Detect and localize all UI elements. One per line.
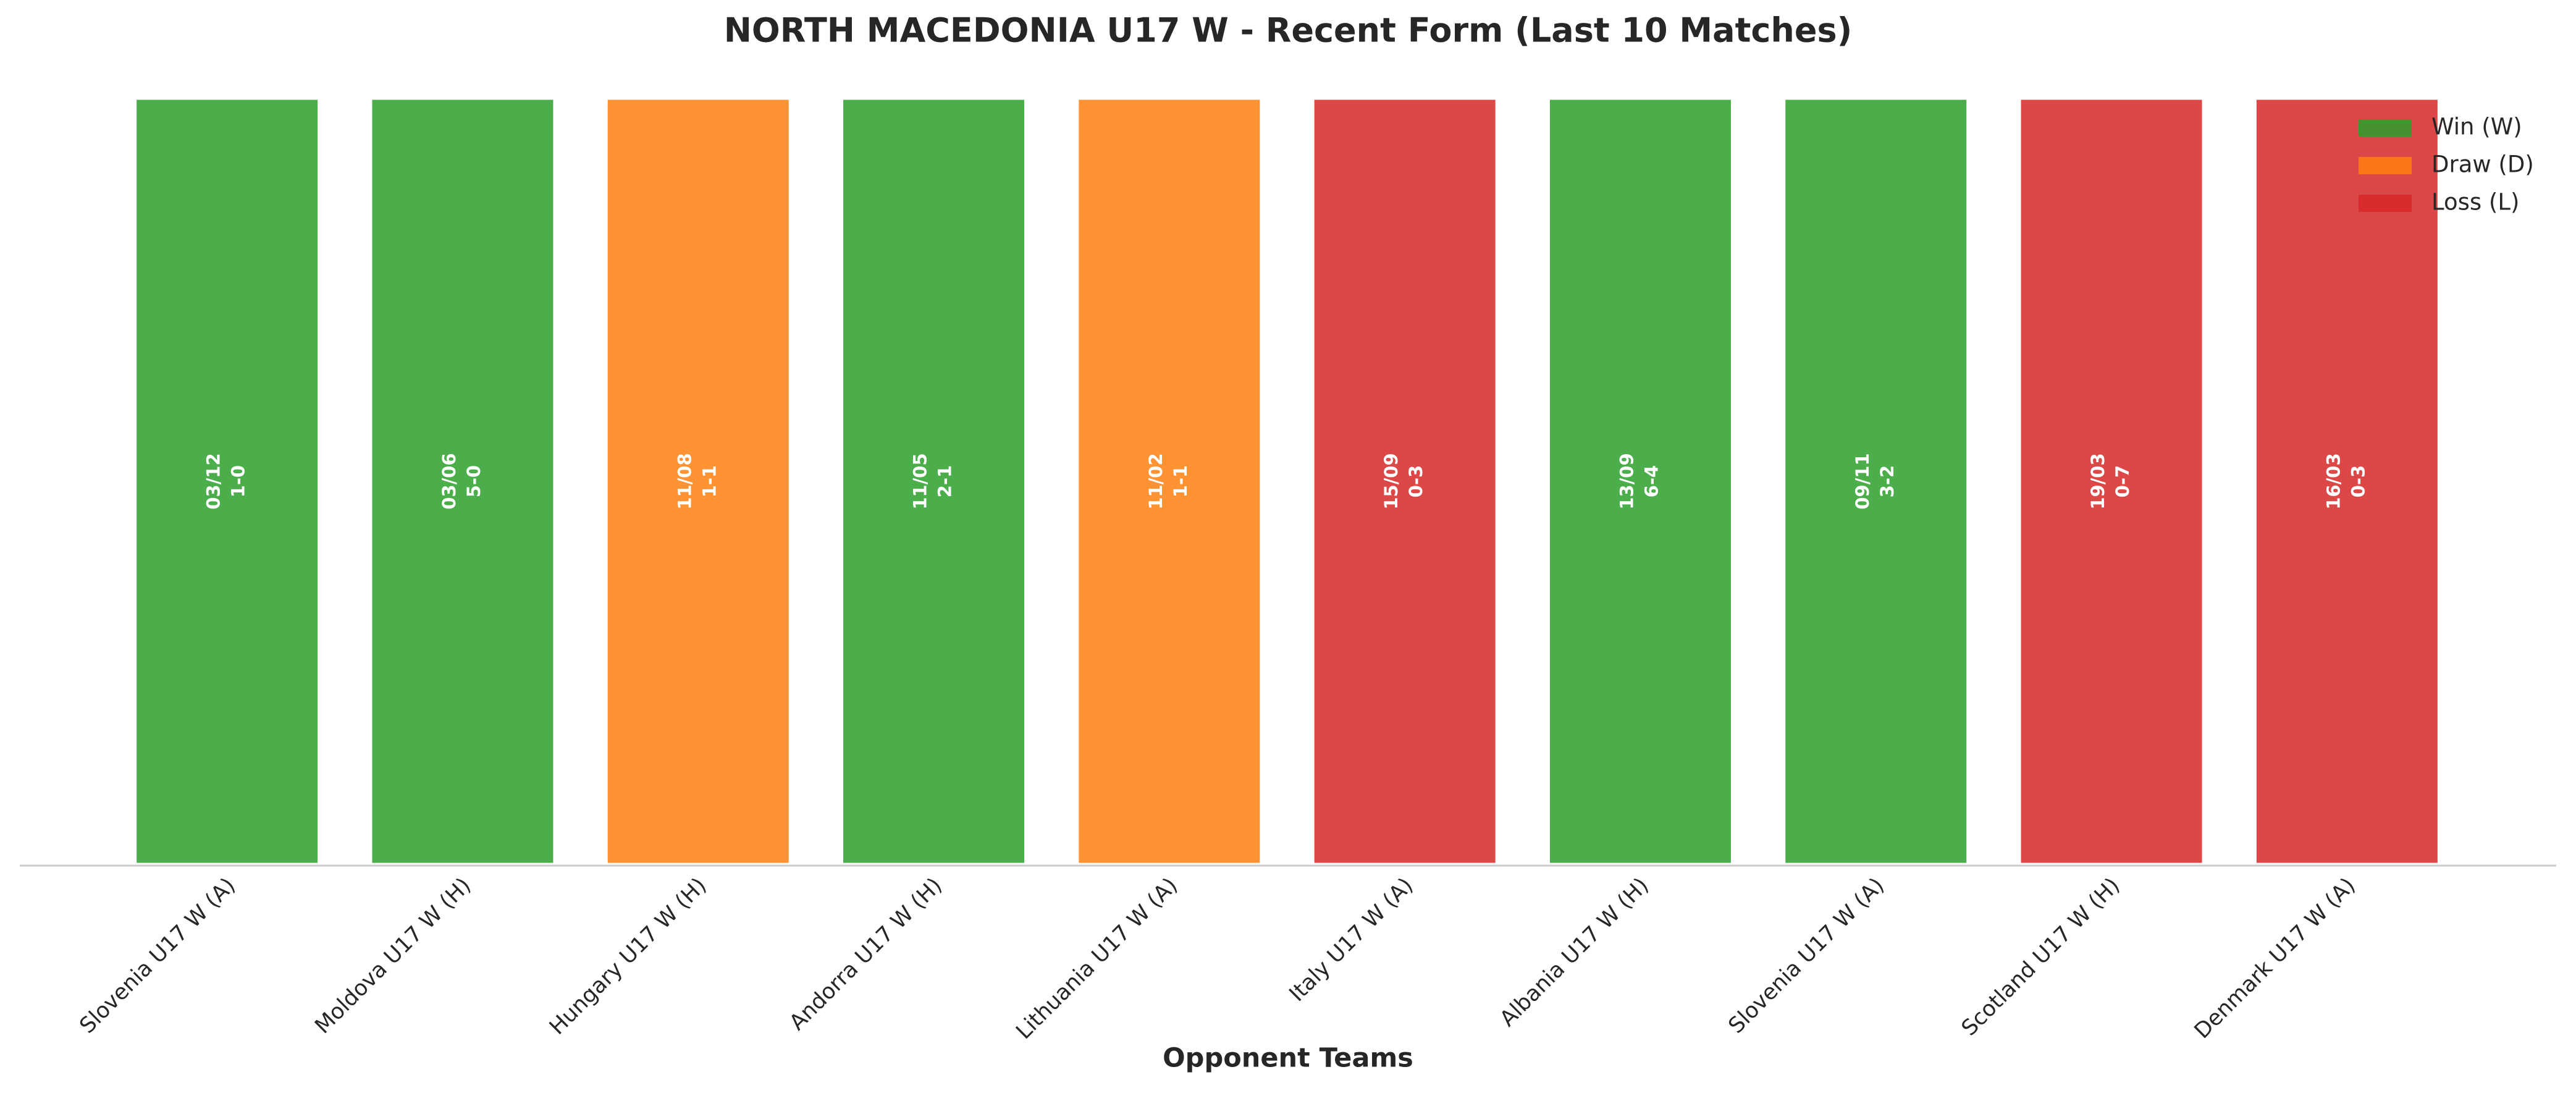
bar-date-label: 11/05: [910, 453, 931, 509]
bar-score-label: 0-7: [2112, 465, 2133, 497]
bar-date-label: 09/11: [1852, 453, 1873, 509]
legend-swatch: [2359, 195, 2412, 212]
bar: [1547, 98, 1733, 865]
bar-score-label: 3-2: [1877, 465, 1898, 497]
legend-label: Draw (D): [2431, 151, 2534, 178]
bar-score-label: 1-0: [228, 465, 249, 497]
bar: [2254, 98, 2439, 865]
x-tick-label: Andorra U17 W (H): [785, 873, 947, 1035]
bar-score-label: 1-1: [699, 465, 720, 497]
legend-label: Loss (L): [2431, 189, 2519, 216]
bar: [1783, 98, 1969, 865]
bar: [1312, 98, 1497, 865]
x-tick-label: Lithuania U17 W (A): [1011, 873, 1182, 1044]
x-tick-label: Denmark U17 W (A): [2190, 873, 2360, 1044]
bar-date-label: 03/12: [203, 453, 224, 509]
bar: [605, 98, 791, 865]
legend-swatch: [2359, 157, 2412, 174]
x-tick-label: Slovenia U17 W (A): [75, 873, 241, 1039]
chart-title: NORTH MACEDONIA U17 W - Recent Form (Las…: [724, 11, 1853, 50]
x-tick-label: Albania U17 W (H): [1496, 873, 1654, 1031]
legend-label: Win (W): [2431, 114, 2522, 140]
bar: [841, 98, 1027, 865]
bar-score-label: 0-3: [2347, 465, 2368, 497]
bar-score-label: 2-1: [935, 465, 956, 497]
x-tick-label: Italy U17 W (A): [1285, 873, 1418, 1006]
x-tick-label: Slovenia U17 W (A): [1724, 873, 1890, 1039]
bar-date-label: 16/03: [2323, 453, 2344, 509]
x-tick-label: Scotland U17 W (H): [1957, 873, 2124, 1040]
bar-date-label: 19/03: [2087, 453, 2108, 509]
bar: [370, 98, 555, 865]
bar-score-label: 6-4: [1641, 465, 1662, 497]
bar-date-label: 11/02: [1145, 453, 1166, 509]
bar-score-label: 0-3: [1405, 465, 1426, 497]
legend-swatch: [2359, 119, 2412, 137]
bar-score-label: 1-1: [1170, 465, 1191, 497]
bar: [1077, 98, 1262, 865]
bar: [135, 98, 320, 865]
bar-score-label: 5-0: [463, 465, 484, 497]
bar-date-label: 15/09: [1381, 453, 1402, 509]
bar: [2019, 98, 2204, 865]
bar-date-label: 11/08: [674, 453, 695, 509]
x-axis-label: Opponent Teams: [1163, 1043, 1413, 1074]
bar-date-label: 13/09: [1616, 453, 1637, 509]
x-tick-label: Moldova U17 W (H): [310, 873, 476, 1039]
bar-date-label: 03/06: [439, 453, 460, 509]
x-tick-label: Hungary U17 W (H): [545, 873, 712, 1040]
